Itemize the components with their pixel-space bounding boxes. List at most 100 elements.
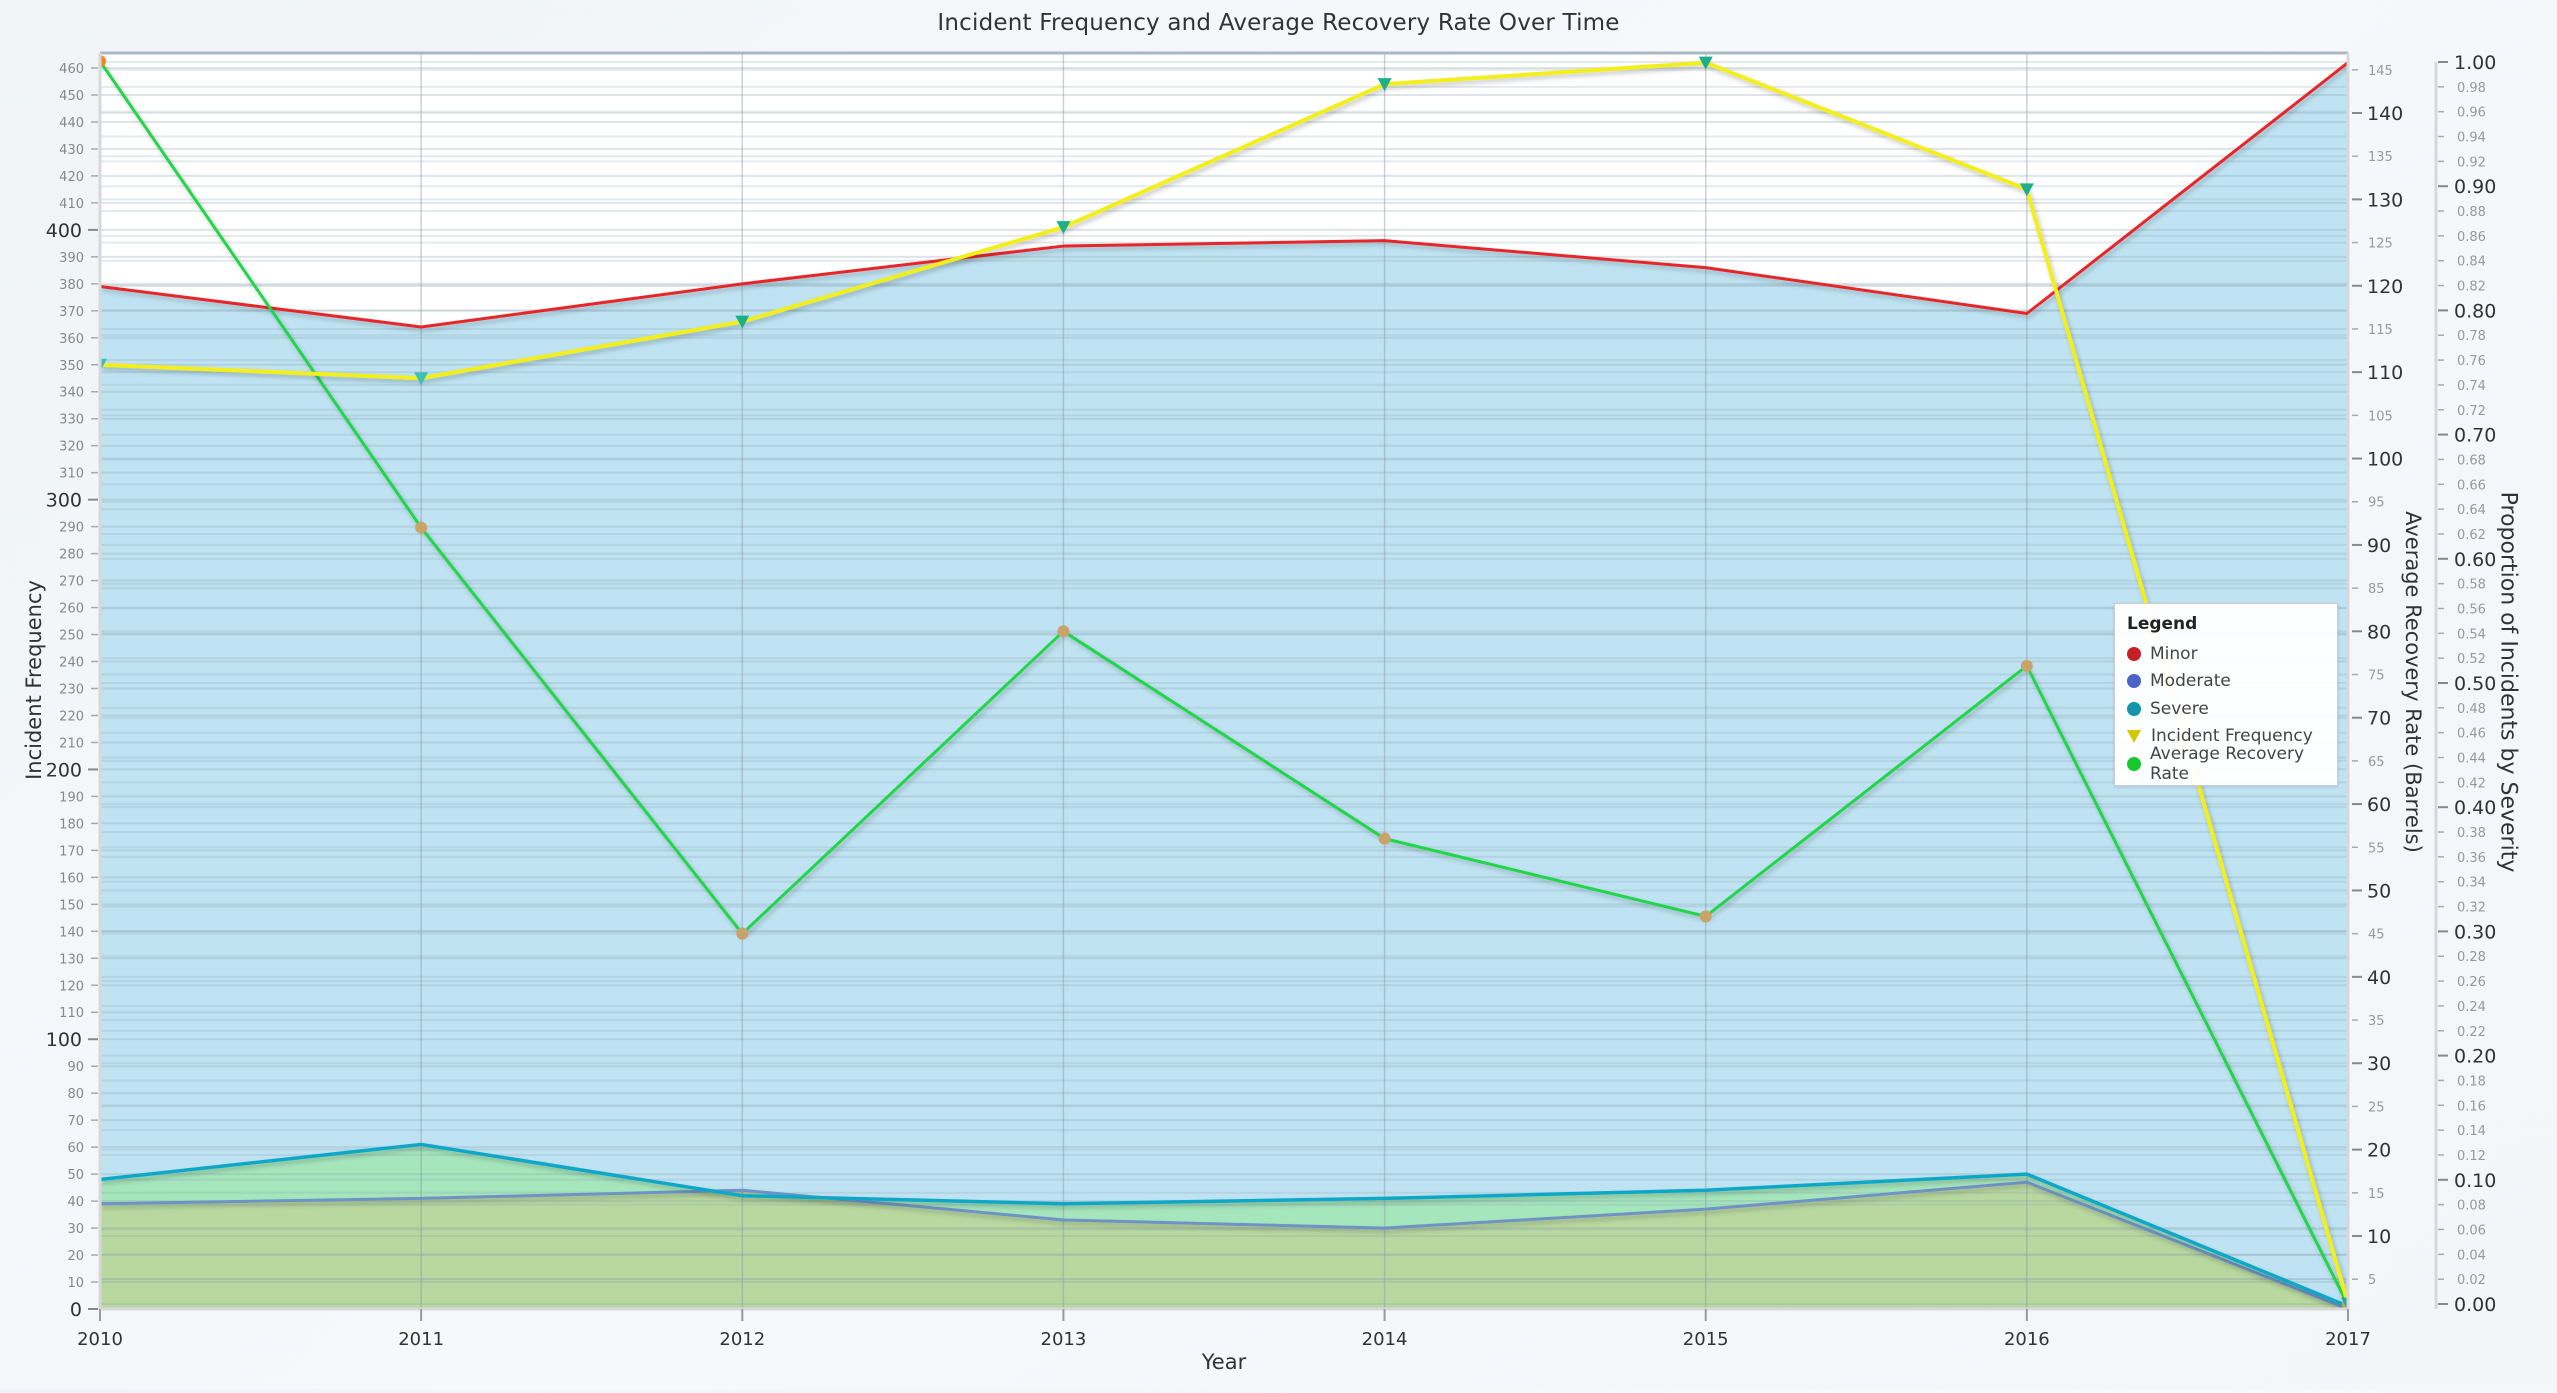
data-point[interactable]	[414, 372, 429, 386]
legend-item-label: Minor	[2150, 643, 2198, 664]
svg-text:55: 55	[2368, 841, 2385, 856]
series-layer	[93, 53, 2355, 1311]
circle-icon	[2127, 674, 2141, 689]
data-point[interactable]	[93, 358, 107, 372]
svg-text:0.44: 0.44	[2457, 752, 2486, 767]
svg-text:290: 290	[59, 521, 84, 536]
svg-text:0.36: 0.36	[2457, 851, 2486, 866]
legend-title: Legend	[2127, 614, 2198, 634]
legend-item-label: Moderate	[2150, 671, 2231, 692]
data-point[interactable]	[736, 927, 749, 940]
svg-text:120: 120	[59, 979, 84, 994]
svg-text:45: 45	[2368, 928, 2385, 943]
y-axis-title-right2: Proportion of Incidents by Severity	[2495, 491, 2521, 873]
svg-text:135: 135	[2368, 150, 2393, 165]
x-axis-title: Year	[1201, 1350, 1247, 1374]
y-axis-right: 5 15 25 35 45 55 65 75 85 95 105 115 125 135 145 10 20 30…	[2352, 64, 2403, 1288]
chart-title: Incident Frequency and Average Recovery …	[937, 10, 1620, 36]
circle-icon	[2127, 701, 2141, 716]
legend-item-average-recovery-rate[interactable]: Average Recovery Rate	[2127, 744, 2325, 784]
svg-text:0.94: 0.94	[2457, 131, 2486, 146]
legend-item-minor[interactable]: Minor	[2127, 640, 2325, 668]
svg-text:0.40: 0.40	[2454, 797, 2496, 819]
svg-text:15: 15	[2368, 1187, 2385, 1202]
svg-text:0.62: 0.62	[2457, 528, 2486, 543]
data-point[interactable]	[1056, 221, 1071, 235]
data-point[interactable]	[1698, 56, 1713, 70]
svg-text:0.08: 0.08	[2457, 1199, 2486, 1214]
svg-text:125: 125	[2368, 237, 2393, 252]
data-point[interactable]	[1057, 625, 1070, 638]
svg-text:75: 75	[2368, 669, 2385, 684]
svg-text:0.70: 0.70	[2454, 425, 2496, 447]
svg-text:100: 100	[46, 1029, 82, 1051]
svg-text:0.14: 0.14	[2457, 1124, 2486, 1139]
svg-text:320: 320	[59, 440, 84, 455]
svg-text:0.88: 0.88	[2457, 205, 2486, 220]
svg-text:250: 250	[59, 629, 84, 644]
svg-text:0.00: 0.00	[2454, 1294, 2496, 1316]
svg-text:10: 10	[2367, 1226, 2391, 1248]
svg-text:0.86: 0.86	[2457, 230, 2486, 245]
legend-item-moderate[interactable]: Moderate	[2127, 668, 2325, 696]
svg-text:0.02: 0.02	[2457, 1273, 2486, 1288]
x-axis: 2010 2011 2012 2013 2014 2015 2016 2017	[77, 1309, 2371, 1350]
svg-text:60: 60	[2367, 794, 2391, 816]
svg-text:150: 150	[59, 898, 84, 913]
data-point[interactable]	[1699, 910, 1712, 923]
legend-item-label: Incident Frequency	[2151, 726, 2313, 747]
svg-text:90: 90	[2367, 535, 2391, 557]
svg-text:0.34: 0.34	[2457, 876, 2486, 891]
data-point[interactable]	[1378, 832, 1391, 845]
svg-text:190: 190	[59, 790, 84, 805]
circle-icon	[2127, 646, 2141, 661]
svg-text:100: 100	[2367, 449, 2403, 471]
svg-text:120: 120	[2367, 276, 2403, 298]
svg-text:5: 5	[2368, 1273, 2376, 1288]
legend-item-label: Average Recovery Rate	[2150, 743, 2305, 784]
svg-text:0.50: 0.50	[2454, 673, 2496, 695]
svg-text:25: 25	[2368, 1100, 2385, 1115]
svg-text:0.58: 0.58	[2457, 578, 2486, 593]
data-point[interactable]	[2020, 659, 2033, 672]
svg-text:35: 35	[2368, 1014, 2385, 1029]
data-point[interactable]	[2019, 183, 2034, 197]
legend-item-label: Severe	[2150, 698, 2209, 719]
svg-text:260: 260	[59, 602, 84, 617]
y-axis-right2: 0.02 0.04 0.06 0.08 0.12 0.14 0.16 0.18 0.22 0.24…	[2438, 52, 2496, 1316]
svg-text:2013: 2013	[1041, 1329, 1087, 1350]
svg-text:0.76: 0.76	[2457, 354, 2486, 369]
legend: Legend Minor Moderate Severe Incident Fr…	[2114, 603, 2338, 786]
svg-text:2016: 2016	[2004, 1329, 2050, 1350]
gridlines	[100, 53, 2348, 1309]
svg-text:90: 90	[67, 1060, 84, 1075]
legend-item-severe[interactable]: Severe	[2127, 695, 2325, 723]
svg-text:0.42: 0.42	[2457, 776, 2486, 791]
svg-text:240: 240	[59, 656, 84, 671]
data-point[interactable]	[2341, 1297, 2355, 1311]
svg-text:110: 110	[59, 1006, 84, 1021]
svg-text:0.92: 0.92	[2457, 155, 2486, 170]
svg-text:140: 140	[59, 925, 84, 940]
y-axis-left: 10 20 30 40 50 60 70 80 90 110 120 130 140 150 160 170 1…	[46, 62, 98, 1321]
svg-text:0.96: 0.96	[2457, 106, 2486, 121]
svg-text:2015: 2015	[1683, 1329, 1729, 1350]
svg-text:220: 220	[59, 709, 84, 724]
data-point[interactable]	[415, 521, 428, 534]
svg-text:230: 230	[59, 683, 84, 698]
svg-text:0.48: 0.48	[2457, 702, 2486, 717]
legend-item-incident-frequency[interactable]: Incident Frequency	[2127, 723, 2325, 751]
data-point[interactable]	[1377, 78, 1392, 92]
svg-text:0.64: 0.64	[2457, 503, 2486, 518]
svg-text:10: 10	[67, 1276, 84, 1291]
svg-text:0: 0	[70, 1299, 82, 1321]
svg-text:0.66: 0.66	[2457, 478, 2486, 493]
line-incident-frequency	[100, 60, 2348, 1305]
data-point[interactable]	[735, 315, 750, 329]
svg-text:60: 60	[67, 1141, 84, 1156]
svg-text:380: 380	[59, 278, 84, 293]
svg-text:0.74: 0.74	[2457, 379, 2486, 394]
svg-text:340: 340	[59, 386, 84, 401]
